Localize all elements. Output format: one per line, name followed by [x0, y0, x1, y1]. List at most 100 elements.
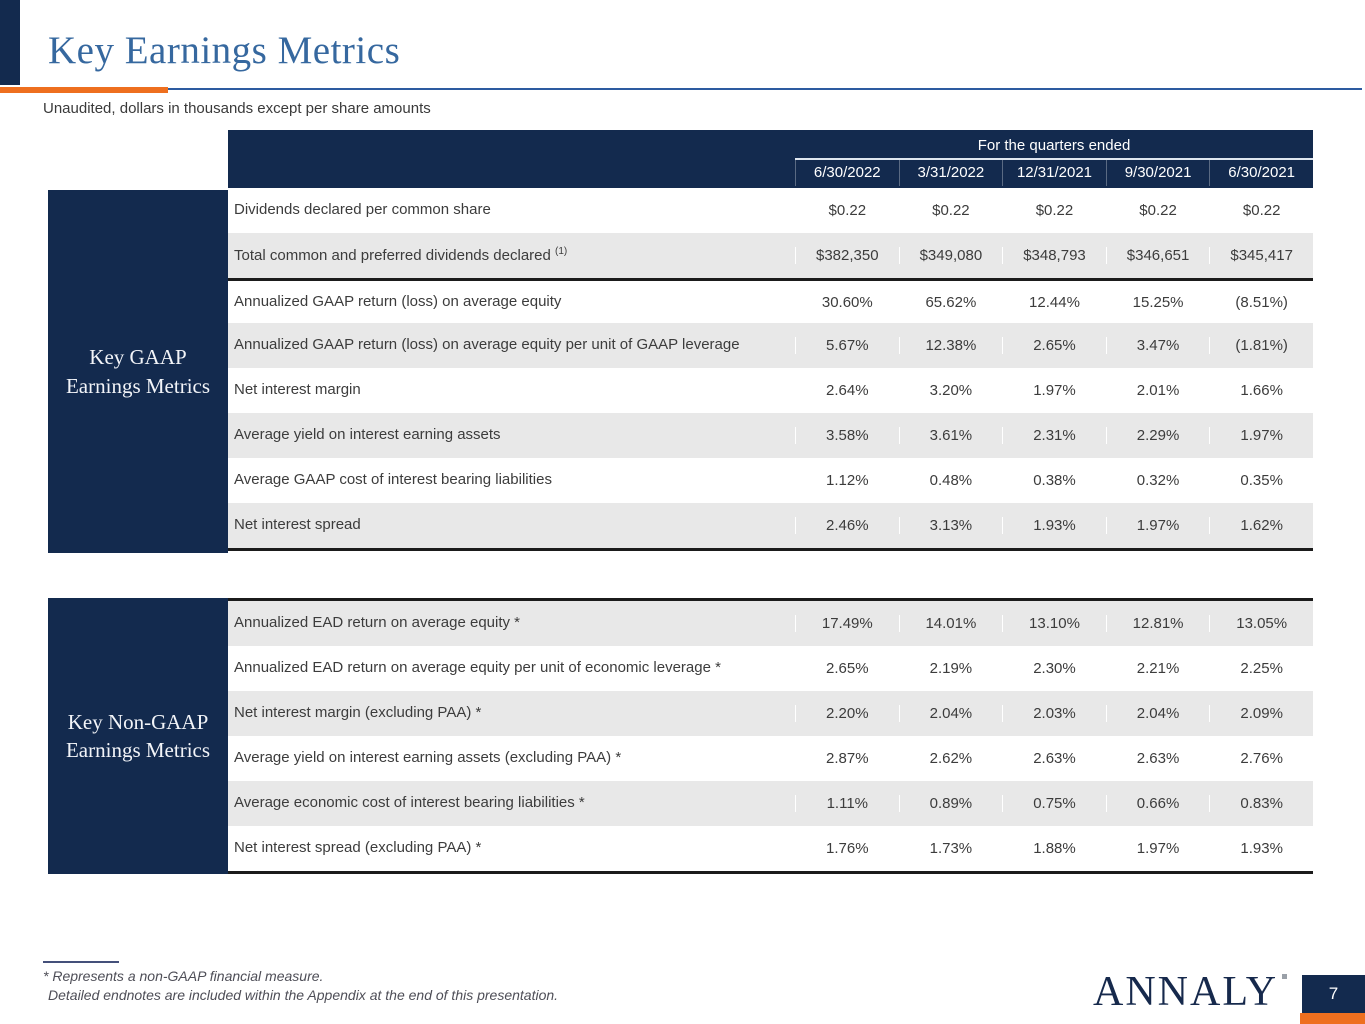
row-label: Total common and preferred dividends dec… — [234, 245, 568, 264]
cell-value: 2.20% — [795, 705, 899, 722]
cell-value: 1.93% — [1002, 517, 1106, 534]
cell-value: 0.75% — [1002, 795, 1106, 812]
cell-value: 2.76% — [1209, 750, 1313, 767]
cell-value: 2.04% — [898, 705, 1003, 722]
cell-value: (1.81%) — [1209, 337, 1313, 354]
non-gaap-label-line1: Key Non-GAAP — [67, 709, 209, 734]
cell-value: 0.66% — [1105, 795, 1210, 812]
non-gaap-section-label-box: Key Non-GAAP Earnings Metrics — [48, 598, 228, 874]
cell-value: 30.60% — [795, 293, 899, 311]
cell-value: 2.64% — [795, 382, 899, 399]
cell-value: 15.25% — [1105, 293, 1210, 311]
cell-value: 12.38% — [898, 337, 1003, 354]
corner-accent-bar — [0, 0, 20, 85]
cell-value: 0.38% — [1002, 472, 1106, 489]
cell-value: 2.25% — [1209, 660, 1313, 677]
date-column-headers: 6/30/2022 3/31/2022 12/31/2021 9/30/2021… — [795, 160, 1313, 186]
row-label: Annualized EAD return on average equity … — [234, 659, 721, 677]
cell-value: 5.67% — [795, 337, 899, 354]
cell-value: 2.65% — [795, 660, 899, 677]
cell-value: 3.61% — [898, 427, 1003, 444]
title-underline-blue — [166, 88, 1362, 90]
page-number-badge: 7 — [1302, 975, 1365, 1013]
cell-value: 2.01% — [1105, 382, 1210, 399]
cell-value: $349,080 — [898, 247, 1003, 264]
cell-value: (8.51%) — [1209, 293, 1313, 311]
cell-value: $382,350 — [795, 247, 899, 264]
cell-value: 14.01% — [898, 615, 1003, 632]
column-header-date: 12/31/2021 — [1002, 160, 1106, 186]
header-quarters-section: For the quarters ended 6/30/2022 3/31/20… — [795, 130, 1313, 188]
cell-value: 0.89% — [898, 795, 1003, 812]
row-label: Average yield on interest earning assets… — [234, 749, 622, 767]
cell-value: 1.97% — [1105, 840, 1210, 857]
cell-value: 0.35% — [1209, 472, 1313, 489]
table-row: Dividends declared per common share $0.2… — [228, 188, 1313, 233]
cell-value: 2.03% — [1002, 705, 1106, 722]
cell-value: 0.48% — [898, 472, 1003, 489]
table-row: Net interest spread (excluding PAA) * 1.… — [228, 826, 1313, 871]
table-row: Average economic cost of interest bearin… — [228, 781, 1313, 826]
row-label: Net interest margin (excluding PAA) * — [234, 704, 482, 722]
title-underline-orange — [0, 87, 168, 93]
cell-value: 2.19% — [898, 660, 1003, 677]
title-underline — [0, 87, 1362, 93]
cell-value: 2.29% — [1105, 427, 1210, 444]
gaap-label-line2: Earnings Metrics — [65, 373, 211, 398]
cell-value: 2.87% — [795, 750, 899, 767]
cell-value: 65.62% — [898, 293, 1003, 311]
table-row: Annualized GAAP return (loss) on average… — [228, 323, 1313, 368]
row-label: Average economic cost of interest bearin… — [234, 794, 585, 812]
footnote-reference: (1) — [555, 245, 568, 257]
cell-value: 13.05% — [1209, 615, 1313, 632]
gaap-section-label-box: Key GAAP Earnings Metrics — [48, 190, 228, 553]
page-title: Key Earnings Metrics — [48, 29, 401, 72]
cell-value: 0.32% — [1105, 472, 1210, 489]
row-label: Net interest margin — [234, 381, 361, 399]
gaap-label-line1: Key GAAP — [89, 345, 187, 370]
gaap-metrics-table: For the quarters ended 6/30/2022 3/31/20… — [228, 130, 1313, 551]
cell-value: 1.73% — [898, 840, 1003, 857]
cell-value: 2.30% — [1002, 660, 1106, 677]
table-row: Annualized EAD return on average equity … — [228, 601, 1313, 646]
cell-value: 12.81% — [1105, 615, 1210, 632]
cell-value: 1.66% — [1209, 382, 1313, 399]
cell-value: $0.22 — [1209, 202, 1313, 219]
row-label: Dividends declared per common share — [234, 201, 491, 219]
cell-value: 2.46% — [795, 517, 899, 534]
table-row: Average GAAP cost of interest bearing li… — [228, 458, 1313, 503]
quarters-ended-header: For the quarters ended — [795, 130, 1313, 160]
table-row: Annualized GAAP return (loss) on average… — [228, 278, 1313, 323]
cell-value: 3.13% — [898, 517, 1003, 534]
table-row: Net interest margin (excluding PAA) * 2.… — [228, 691, 1313, 736]
cell-value: 1.62% — [1209, 517, 1313, 534]
cell-value: 2.04% — [1105, 705, 1210, 722]
table-row: Net interest spread 2.46% 3.13% 1.93% 1.… — [228, 503, 1313, 548]
registered-mark-icon — [1282, 974, 1288, 979]
table-row: Average yield on interest earning assets… — [228, 736, 1313, 781]
non-gaap-label-line2: Earnings Metrics — [65, 738, 211, 762]
non-gaap-metrics-table: Annualized EAD return on average equity … — [228, 598, 1313, 874]
footnote-line2: Detailed endnotes are included within th… — [48, 987, 559, 1003]
cell-value: 1.76% — [795, 840, 899, 857]
page-badge-orange-bar — [1300, 1013, 1365, 1024]
cell-value: 2.63% — [1105, 750, 1210, 767]
row-label: Net interest spread — [234, 516, 361, 534]
gaap-table-body: Dividends declared per common share $0.2… — [228, 188, 1313, 551]
cell-value: 2.31% — [1002, 427, 1106, 444]
cell-value: 1.93% — [1209, 840, 1313, 857]
cell-value: 2.65% — [1002, 337, 1106, 354]
cell-value: 1.88% — [1002, 840, 1106, 857]
non-gaap-table-body: Annualized EAD return on average equity … — [228, 601, 1313, 871]
row-label: Average GAAP cost of interest bearing li… — [234, 471, 552, 489]
row-label: Net interest spread (excluding PAA) * — [234, 839, 482, 857]
cell-value: 3.47% — [1105, 337, 1210, 354]
column-header-date: 6/30/2021 — [1209, 160, 1313, 186]
row-label: Annualized EAD return on average equity … — [234, 614, 521, 632]
slide-subtitle: Unaudited, dollars in thousands except p… — [43, 100, 431, 117]
cell-value: 1.11% — [795, 795, 899, 812]
cell-value: $0.22 — [1002, 202, 1106, 219]
table-row: Average yield on interest earning assets… — [228, 413, 1313, 458]
cell-value: $346,651 — [1105, 247, 1210, 264]
